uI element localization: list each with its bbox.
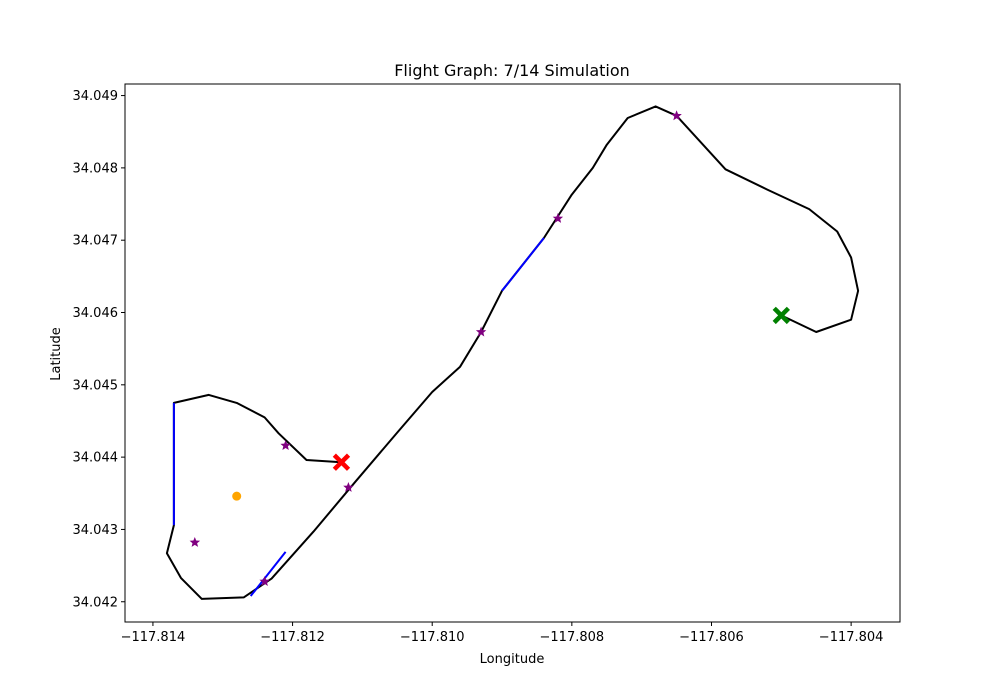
y-tick-label: 34.043 xyxy=(73,523,119,538)
start-point-marker xyxy=(772,306,790,325)
flight-path-line xyxy=(165,105,860,600)
waypoint-marker xyxy=(259,576,270,586)
x-tick-label: −117.810 xyxy=(400,630,465,645)
chart-title: Flight Graph: 7/14 Simulation xyxy=(394,61,630,80)
y-tick-label: 34.048 xyxy=(73,161,119,176)
x-axis-label: Longitude xyxy=(480,652,545,667)
start-point-marker-stroke xyxy=(772,306,790,325)
y-tick-label: 34.042 xyxy=(73,595,119,610)
y-axis-label: Latitude xyxy=(49,327,64,381)
plot-frame xyxy=(124,83,901,623)
end-point-marker xyxy=(332,453,351,471)
highlight-segment xyxy=(501,237,545,292)
waypoint-marker xyxy=(189,537,201,547)
x-tick-label: −117.806 xyxy=(679,630,744,645)
y-tick-label: 34.046 xyxy=(73,306,119,321)
waypoint-marker xyxy=(280,440,291,450)
y-tick-label: 34.044 xyxy=(73,451,119,466)
waypoint-marker xyxy=(671,110,682,121)
x-tick-label: −117.804 xyxy=(819,630,884,645)
end-point-marker-stroke xyxy=(332,453,351,471)
y-tick-label: 34.047 xyxy=(73,234,119,249)
x-tick-label: −117.814 xyxy=(121,630,186,645)
y-axis: 34.042 34.043 34.044 34.045 34.046 34.047 34.0… xyxy=(73,89,125,610)
y-tick-label: 34.045 xyxy=(73,378,119,393)
waypoint-marker xyxy=(475,326,487,337)
target-point-marker xyxy=(232,491,242,501)
waypoint-marker xyxy=(552,213,564,223)
plot-area xyxy=(165,105,860,600)
y-tick-label: 34.049 xyxy=(73,89,119,104)
x-axis: −117.814 −117.812 −117.810 −117.808 −117.806… xyxy=(121,622,884,645)
waypoint-marker xyxy=(343,482,354,492)
x-tick-label: −117.808 xyxy=(540,630,605,645)
highlight-segment xyxy=(249,551,287,597)
x-tick-label: −117.812 xyxy=(260,630,325,645)
